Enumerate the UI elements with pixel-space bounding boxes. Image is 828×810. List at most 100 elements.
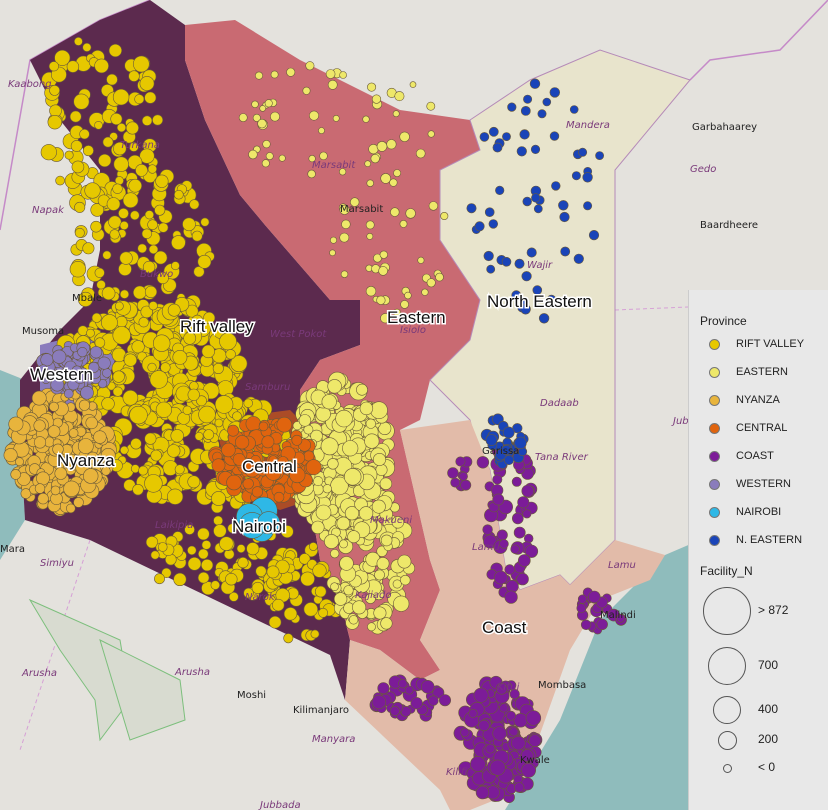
facility-dot [523, 533, 534, 544]
facility-dot [91, 312, 102, 323]
facility-dot [510, 544, 520, 554]
facility-dot [52, 349, 67, 364]
place-label: Kitui [497, 682, 520, 693]
facility-dot [389, 178, 398, 187]
facility-dot [211, 491, 226, 506]
facility-dot [106, 197, 121, 211]
facility-dot [342, 440, 359, 457]
facility-dot [327, 79, 338, 90]
facility-dot [521, 484, 535, 498]
facility-dot [324, 534, 339, 549]
facility-dot [370, 154, 380, 164]
facility-dot [432, 686, 445, 699]
legend-label: COAST [736, 450, 774, 462]
facility-dot [273, 491, 285, 503]
facility-dot [257, 511, 281, 535]
legend-size-circle-icon [703, 587, 751, 635]
facility-dot [33, 419, 46, 432]
facility-dot [359, 401, 374, 416]
facility-dot [238, 113, 248, 122]
facility-dot [420, 679, 435, 694]
facility-dot [468, 708, 478, 719]
facility-dot [466, 203, 477, 214]
province-eastern[interactable] [185, 20, 480, 680]
legend-item: EASTERN [709, 364, 788, 380]
facility-dot [78, 399, 91, 411]
facility-dot [97, 379, 108, 389]
facility-dot [272, 598, 285, 612]
map-legend: Province RIFT VALLEY EASTERN NYANZA CENTRAL… [688, 290, 828, 810]
facility-dot [502, 426, 515, 439]
facility-dot [112, 183, 123, 194]
facility-dot [393, 169, 401, 177]
facility-dot [156, 271, 169, 284]
facility-dot [8, 416, 24, 432]
legend-swatch-icon [709, 506, 720, 518]
facility-dot [242, 478, 254, 490]
legend-label: N. EASTERN [736, 534, 803, 546]
facility-dot [495, 185, 505, 195]
facility-dot [379, 477, 393, 490]
facility-dot [74, 227, 85, 238]
facility-dot [73, 371, 87, 384]
facility-dot [148, 301, 158, 311]
facility-dot [327, 379, 342, 394]
facility-dot [470, 756, 486, 772]
facility-dot [377, 682, 390, 695]
facility-dot [122, 389, 139, 406]
facility-dot [102, 250, 112, 260]
facility-dot [380, 534, 393, 547]
facility-dot [522, 509, 532, 519]
place-label: Kilimanjaro [293, 705, 349, 716]
legend-swatch-icon [709, 534, 720, 546]
facility-dot [393, 595, 410, 612]
facility-dot [479, 132, 490, 142]
facility-dot [511, 512, 524, 525]
facility-dot [94, 121, 103, 130]
facility-dot [352, 600, 367, 615]
facility-dot [391, 516, 405, 529]
facility-dot [339, 204, 350, 215]
facility-dot [141, 228, 153, 239]
facility-dot [576, 603, 587, 614]
place-label: Laikipia [155, 520, 193, 531]
facility-dot [291, 434, 303, 446]
legend-label: NYANZA [736, 394, 780, 406]
facility-dot [141, 115, 153, 126]
facility-dot [549, 131, 560, 141]
facility-dot [174, 189, 184, 200]
facility-dot [167, 303, 181, 317]
legend-item: CENTRAL [709, 420, 787, 436]
facility-dot [201, 344, 216, 359]
facility-dot [251, 486, 263, 498]
facility-dot [144, 432, 157, 445]
facility-dot [243, 398, 253, 408]
facility-dot [392, 579, 402, 589]
facility-dot [157, 542, 168, 552]
facility-dot [230, 355, 248, 373]
facility-dot [405, 208, 416, 219]
facility-dot [492, 726, 507, 741]
province-label: Coast [482, 618, 527, 637]
facility-dot [526, 247, 537, 258]
facility-dot [447, 467, 459, 479]
facility-dot [365, 593, 376, 604]
facility-dot [97, 356, 111, 370]
facility-dot [160, 362, 171, 373]
place-labels: Kaabong Napak Turkana Marsabit Marsabit Mande… [0, 79, 758, 810]
facility-dot [102, 136, 114, 148]
facility-dot [236, 544, 246, 553]
facility-dot [276, 416, 293, 433]
facility-dot [404, 685, 414, 695]
facility-dot [325, 69, 336, 79]
legend-size-label: < 0 [758, 760, 776, 774]
facility-dot [530, 144, 541, 154]
facility-dot [251, 100, 259, 109]
facility-dot [315, 504, 332, 521]
facility-dot [528, 734, 542, 747]
facility-dot [329, 249, 336, 257]
facility-dot [237, 556, 249, 569]
facility-dot [393, 308, 401, 317]
facility-dot [112, 370, 125, 383]
